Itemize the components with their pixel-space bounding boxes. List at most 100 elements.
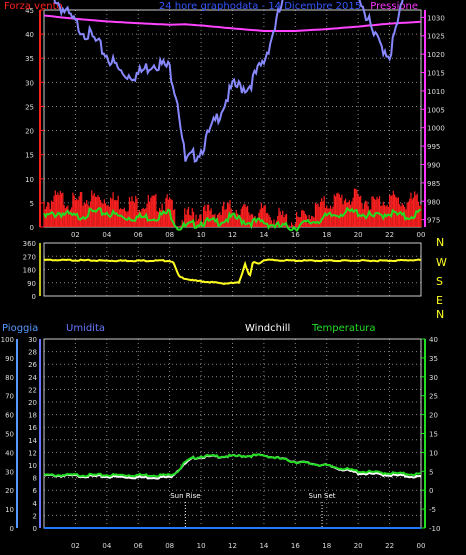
wind-tick-label: 10	[25, 176, 34, 184]
direction-line	[43, 258, 422, 285]
humidity-tick-label: 2	[33, 512, 37, 520]
temp-x-tick-label: 12	[228, 542, 237, 550]
direction-tick-label: 360	[23, 240, 36, 248]
temp-axis-label: Temperatura	[311, 323, 376, 334]
compass-letter: E	[436, 294, 443, 307]
compass-letter: W	[436, 256, 447, 269]
pressure-tick-label: 1000	[427, 125, 445, 133]
wind-x-tick-label: 08	[165, 231, 174, 239]
rain-tick-label: 70	[5, 393, 14, 401]
temp-tick-label: 15	[429, 431, 438, 439]
wind-x-tick-label: 04	[102, 231, 111, 239]
pressure-tick-label: 1020	[427, 51, 445, 59]
humidity-tick-label: 6	[33, 487, 38, 495]
pressure-tick-label: 1005	[427, 106, 445, 114]
humidity-tick-label: 8	[33, 475, 37, 483]
wind-tick-label: 15	[25, 152, 34, 160]
wind-tick-label: 35	[25, 55, 34, 63]
humidity-tick-label: 12	[28, 449, 37, 457]
temp-x-tick-label: 08	[165, 542, 174, 550]
pressure-tick-label: 1030	[427, 14, 445, 22]
pressure-tick-label: 995	[427, 143, 440, 151]
temp-tick-label: 40	[429, 336, 438, 344]
wind-x-tick-label: 02	[71, 231, 80, 239]
sun-marker-label: Sun Set	[309, 492, 336, 500]
wind-x-tick-label: 10	[197, 231, 206, 239]
windchill-axis-label: Windchill	[245, 323, 290, 334]
rain-tick-label: 80	[5, 374, 14, 382]
rain-tick-label: 60	[5, 412, 14, 420]
wind-x-tick-label: 12	[228, 231, 237, 239]
wind-tick-label: 25	[25, 103, 34, 111]
temp-x-tick-label: 04	[102, 542, 111, 550]
rain-tick-label: 30	[5, 468, 14, 476]
compass-letter: S	[436, 275, 443, 288]
wind-x-tick-label: 16	[291, 231, 300, 239]
rain-tick-label: 90	[5, 355, 14, 363]
temp-x-tick-label: 22	[385, 542, 394, 550]
rain-axis-label: Pioggia	[2, 323, 38, 334]
humidity-tick-label: 4	[33, 500, 38, 508]
pressure-tick-label: 990	[427, 161, 440, 169]
temp-tick-label: 25	[429, 393, 438, 401]
rain-tick-label: 50	[5, 431, 14, 439]
wind-x-tick-label: 00	[417, 231, 426, 239]
humidity-tick-label: 24	[28, 374, 37, 382]
humidity-tick-label: 16	[28, 424, 37, 432]
pressure-tick-label: 1025	[427, 33, 445, 41]
humidity-tick-label: 18	[28, 412, 37, 420]
pressure-tick-label: 985	[427, 180, 440, 188]
humidity-tick-label: 14	[28, 437, 37, 445]
avg-wind-line	[43, 206, 422, 233]
pressure-line	[43, 14, 422, 32]
rain-tick-label: 10	[5, 506, 14, 514]
rain-tick-label: 100	[1, 336, 14, 344]
wind-tick-label: 5	[30, 200, 34, 208]
pressure-tick-label: 980	[427, 198, 440, 206]
rain-tick-label: 20	[5, 487, 14, 495]
rain-tick-label: 40	[5, 449, 14, 457]
temp-tick-label: 5	[429, 468, 433, 476]
temp-tick-label: 0	[429, 487, 433, 495]
wind-tick-label: 40	[25, 31, 34, 39]
humidity-tick-label: 20	[28, 399, 37, 407]
wind-x-tick-label: 22	[385, 231, 394, 239]
temp-x-tick-label: 14	[259, 542, 268, 550]
temperatura-line	[43, 453, 421, 478]
temp-tick-label: 30	[429, 374, 438, 382]
humidity-tick-label: 0	[33, 525, 37, 533]
direction-panel-frame	[43, 242, 422, 297]
direction-tick-label: 180	[23, 267, 36, 275]
temp-x-tick-label: 10	[197, 542, 206, 550]
temp-x-tick-label: 20	[354, 542, 363, 550]
wind-axis-label: Forza vento	[4, 1, 63, 12]
wind-tick-label: 0	[30, 224, 34, 232]
direction-tick-label: 0	[32, 293, 36, 301]
wind-x-tick-label: 20	[354, 231, 363, 239]
wind-tick-label: 30	[25, 79, 34, 87]
temp-tick-label: -5	[429, 506, 436, 514]
wind-tick-label: 20	[25, 128, 34, 136]
chart-title: 24 hore graphodata - 14 Dicembre 2015	[159, 1, 361, 12]
temp-tick-label: 35	[429, 355, 438, 363]
compass-letter: N	[436, 308, 444, 321]
pressure-axis-label: Pressione	[370, 1, 418, 12]
compass-letter: N	[436, 236, 444, 249]
wind-tick-label: 45	[25, 7, 34, 15]
sun-marker-label: Sun Rise	[170, 492, 200, 500]
temp-x-tick-label: 18	[322, 542, 331, 550]
humidity-tick-label: 26	[28, 361, 37, 369]
humidity-axis-label: Umidita	[66, 323, 105, 334]
humidity-tick-label: 28	[28, 349, 37, 357]
temp-tick-label: 20	[429, 412, 438, 420]
pressure-tick-label: 1015	[427, 70, 445, 78]
direction-tick-label: 90	[27, 280, 36, 288]
wind-x-tick-label: 06	[134, 231, 143, 239]
humidity-tick-label: 30	[28, 336, 37, 344]
temp-x-tick-label: 02	[71, 542, 80, 550]
humidity-tick-label: 10	[28, 462, 37, 470]
pressure-tick-label: 1010	[427, 88, 445, 96]
temp-x-tick-label: 06	[134, 542, 143, 550]
